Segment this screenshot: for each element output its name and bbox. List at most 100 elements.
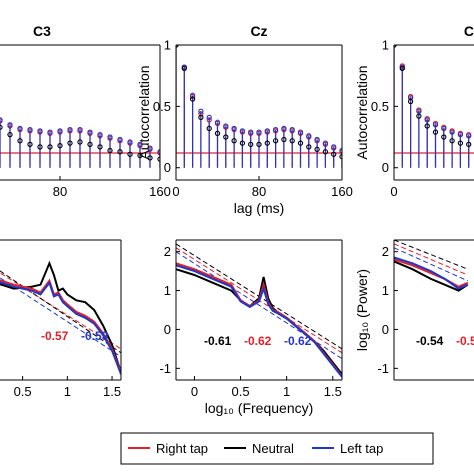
legend-label-left-tap: Left tap	[340, 441, 383, 456]
x-tick-label: 0	[390, 184, 397, 199]
slope-label: -0.61	[204, 334, 232, 348]
y-tick-label: 0	[164, 322, 171, 337]
spectrum-line	[0, 260, 121, 373]
fit-line	[0, 270, 121, 354]
legend-label-right-tap: Right tap	[156, 441, 208, 456]
stem-marker	[97, 131, 103, 138]
stem-marker	[107, 147, 113, 154]
stem-marker	[264, 128, 270, 134]
x-tick-label: 1.5	[103, 384, 121, 399]
stem-marker	[223, 123, 229, 129]
x-tick-label: 80	[252, 184, 266, 199]
stem-marker	[198, 114, 204, 121]
plot-area	[394, 45, 474, 168]
slope-label: -0.62	[284, 334, 312, 348]
y-tick-label: -1	[159, 361, 171, 376]
stem-marker	[239, 128, 246, 134]
stem-marker	[127, 139, 133, 145]
stem-marker	[432, 129, 439, 135]
spectrum-line	[176, 268, 342, 375]
stem-marker	[466, 141, 472, 148]
legend-box	[120, 432, 434, 465]
stem-marker	[17, 138, 23, 144]
stem-marker	[457, 131, 464, 138]
stem-marker	[281, 125, 287, 132]
x-tick-label: 1	[64, 384, 71, 399]
y-tick-label: 0	[382, 160, 389, 175]
spectrum-line	[394, 260, 469, 292]
slope-label: -0.62	[244, 334, 272, 348]
stem-marker	[189, 96, 196, 102]
y-tick-label: 0.5	[153, 99, 171, 114]
stem-marker	[214, 119, 221, 125]
x-tick-label: 1	[283, 384, 290, 399]
stem-marker	[107, 134, 113, 140]
stem-marker	[297, 140, 304, 146]
stem-marker	[17, 125, 23, 132]
stem-marker	[214, 130, 221, 137]
stem-marker	[57, 142, 63, 149]
stem-marker	[256, 129, 262, 135]
y-axis-label: log₁₀ (Power)	[354, 269, 370, 351]
stem-marker	[47, 129, 53, 135]
plot-area	[394, 240, 469, 292]
stem-marker	[314, 136, 320, 143]
y-tick-label: 0	[382, 322, 389, 337]
stem-marker	[206, 125, 212, 132]
stem-marker	[198, 108, 204, 114]
stem-marker	[272, 127, 279, 133]
stem-marker	[281, 136, 287, 143]
stem-marker	[399, 65, 405, 71]
stem-marker	[57, 128, 63, 134]
stem-marker	[67, 140, 73, 146]
slope-label: -0.57	[41, 329, 69, 343]
panel-title: Cz	[250, 23, 267, 39]
panel-title: C3	[33, 23, 51, 39]
y-tick-label: 1	[164, 283, 171, 298]
fit-line	[394, 240, 468, 270]
spectrum-line	[0, 278, 121, 373]
stem-marker	[67, 127, 73, 133]
stem-marker	[206, 114, 212, 121]
plot-area	[0, 260, 121, 375]
stem-marker	[7, 122, 13, 128]
stem-marker	[441, 125, 447, 132]
plot-area	[0, 117, 160, 168]
legend: Right tap Neutral Left tap	[120, 432, 434, 465]
y-tick-label: 1	[382, 283, 389, 298]
x-tick-label: 1.5	[324, 384, 342, 399]
y-tick-label: 0	[164, 160, 171, 175]
stem-marker	[416, 113, 422, 119]
stem-marker	[77, 139, 83, 145]
y-tick-label: 2	[382, 244, 389, 259]
stem-marker	[181, 65, 187, 71]
stem-marker	[331, 144, 337, 150]
stem-marker	[424, 117, 430, 123]
stem-marker	[223, 134, 229, 140]
stem-marker	[47, 144, 53, 150]
stem-marker	[432, 122, 439, 128]
panel-4: 0.5 1 1.5 -0.57 -0.59	[0, 239, 122, 399]
stem-marker	[248, 141, 254, 148]
spectrum-line	[394, 256, 469, 290]
fit-line	[0, 277, 121, 358]
x-tick-label: 160	[149, 184, 171, 199]
stem-marker	[147, 155, 153, 161]
stem-marker	[27, 127, 33, 133]
y-tick-label: 1	[382, 38, 389, 53]
y-axis-label: Autocorrelation	[136, 65, 152, 159]
stem-marker	[137, 141, 143, 148]
y-tick-label: -1	[377, 361, 389, 376]
x-tick-label: 0	[172, 184, 179, 199]
stem-marker	[466, 133, 472, 139]
stem-marker	[314, 146, 320, 152]
stem-marker	[117, 136, 123, 143]
stem-marker	[289, 138, 295, 144]
x-axis-label: lag (ms)	[234, 200, 285, 216]
y-tick-label: 2	[164, 244, 171, 259]
stem-marker	[416, 108, 422, 114]
stem-marker	[297, 129, 304, 135]
slope-label: -0.59	[81, 329, 109, 343]
